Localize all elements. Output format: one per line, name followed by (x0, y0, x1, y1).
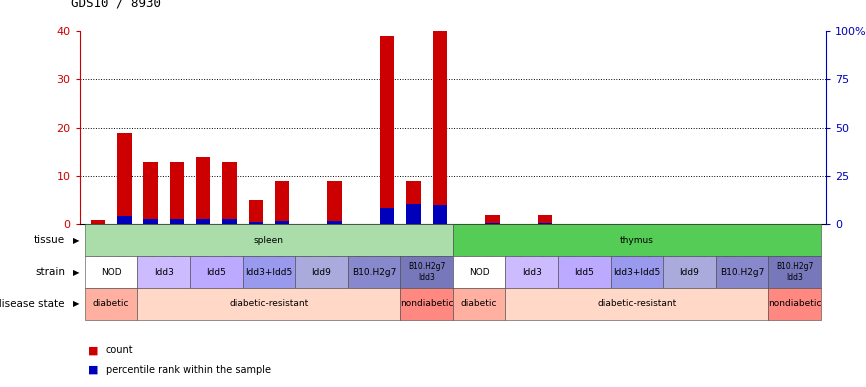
Text: NOD: NOD (101, 267, 121, 277)
Bar (538, 223, 553, 224)
Text: nondiabetic: nondiabetic (768, 299, 821, 308)
Text: ■: ■ (88, 365, 99, 375)
Bar (223, 162, 236, 224)
Bar (406, 181, 421, 224)
Text: B10.H2g7
ldd3: B10.H2g7 ldd3 (776, 262, 813, 282)
Text: B10.H2g7: B10.H2g7 (720, 267, 764, 277)
Text: Idd3: Idd3 (154, 267, 174, 277)
Bar (406, 204, 421, 224)
Bar (380, 208, 394, 224)
Bar (275, 221, 289, 224)
Text: diabetic-resistant: diabetic-resistant (598, 299, 676, 308)
Text: GDS10 / 8930: GDS10 / 8930 (71, 0, 161, 10)
Bar (327, 221, 342, 224)
Bar (249, 221, 263, 224)
Bar (196, 157, 210, 224)
Text: spleen: spleen (254, 236, 284, 245)
Text: diabetic: diabetic (461, 299, 497, 308)
Text: Idd3: Idd3 (522, 267, 542, 277)
Text: B10.H2g7: B10.H2g7 (352, 267, 397, 277)
Text: B10.H2g7
ldd3: B10.H2g7 ldd3 (408, 262, 445, 282)
Text: Idd3+Idd5: Idd3+Idd5 (613, 267, 661, 277)
Text: tissue: tissue (34, 235, 65, 245)
Bar (538, 215, 553, 224)
Text: Idd9: Idd9 (680, 267, 700, 277)
Text: ■: ■ (88, 345, 99, 355)
Text: diabetic: diabetic (93, 299, 129, 308)
Text: Idd3+Idd5: Idd3+Idd5 (245, 267, 293, 277)
Bar (275, 181, 289, 224)
Bar (144, 219, 158, 224)
Text: ▶: ▶ (73, 267, 80, 277)
Text: NOD: NOD (469, 267, 489, 277)
Bar (117, 216, 132, 224)
Bar (117, 132, 132, 224)
Text: diabetic-resistant: diabetic-resistant (229, 299, 308, 308)
Text: Idd9: Idd9 (312, 267, 332, 277)
Bar (223, 219, 236, 224)
Text: ▶: ▶ (73, 236, 80, 245)
Text: Idd5: Idd5 (206, 267, 226, 277)
Bar (485, 223, 500, 224)
Text: strain: strain (35, 267, 65, 277)
Bar (249, 200, 263, 224)
Bar (380, 36, 394, 224)
Text: count: count (106, 345, 133, 355)
Bar (170, 219, 184, 224)
Text: Idd5: Idd5 (574, 267, 594, 277)
Text: thymus: thymus (620, 236, 654, 245)
Text: percentile rank within the sample: percentile rank within the sample (106, 365, 271, 375)
Text: ▶: ▶ (73, 299, 80, 308)
Text: nondiabetic: nondiabetic (400, 299, 454, 308)
Bar (144, 162, 158, 224)
Bar (432, 31, 447, 224)
Bar (170, 162, 184, 224)
Bar (327, 181, 342, 224)
Bar (485, 215, 500, 224)
Text: disease state: disease state (0, 299, 65, 309)
Bar (91, 220, 106, 224)
Bar (196, 219, 210, 224)
Bar (432, 205, 447, 224)
